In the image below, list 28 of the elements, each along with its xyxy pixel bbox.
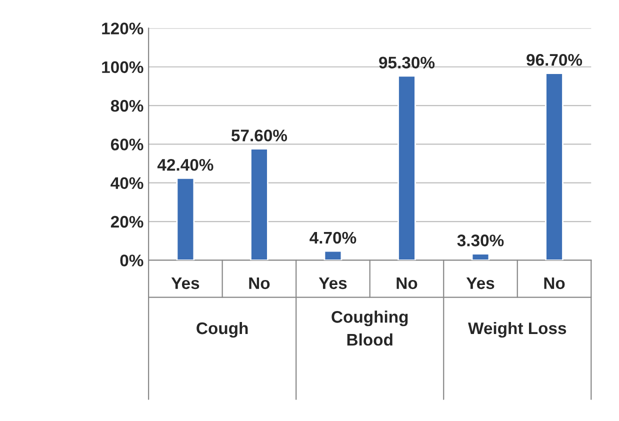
- data-label: 95.30%: [379, 56, 435, 69]
- bar: [250, 148, 268, 260]
- data-label: 42.40%: [157, 158, 214, 171]
- data-label: 57.60%: [231, 130, 288, 142]
- x-tick-label: No: [396, 277, 418, 290]
- x-tick-label: Yes: [318, 277, 347, 290]
- bar: [176, 178, 195, 260]
- data-label: 96.70%: [526, 54, 582, 66]
- bar: [324, 250, 342, 260]
- bar: [398, 75, 416, 260]
- y-tick-label: 120%: [102, 22, 144, 34]
- data-label: 4.70%: [310, 232, 356, 244]
- y-tick-label: 100%: [102, 61, 144, 74]
- y-tick-label: 80%: [110, 100, 144, 112]
- text: Cough: [196, 322, 248, 338]
- text: Weight Loss: [468, 322, 566, 338]
- y-tick-label: 20%: [110, 216, 144, 228]
- x-tick-label: No: [544, 277, 565, 290]
- x-tick-label: Yes: [466, 277, 494, 290]
- bar: [471, 253, 490, 260]
- text: Coughing Blood: [332, 310, 408, 346]
- y-tick-label: 0%: [120, 254, 144, 266]
- data-label: 3.30%: [457, 234, 504, 246]
- x-tick-label: Yes: [171, 277, 200, 290]
- y-tick-label: 40%: [110, 177, 144, 190]
- y-tick-label: 60%: [110, 138, 144, 150]
- x-tick-label: No: [249, 277, 270, 290]
- bar: [545, 72, 564, 260]
